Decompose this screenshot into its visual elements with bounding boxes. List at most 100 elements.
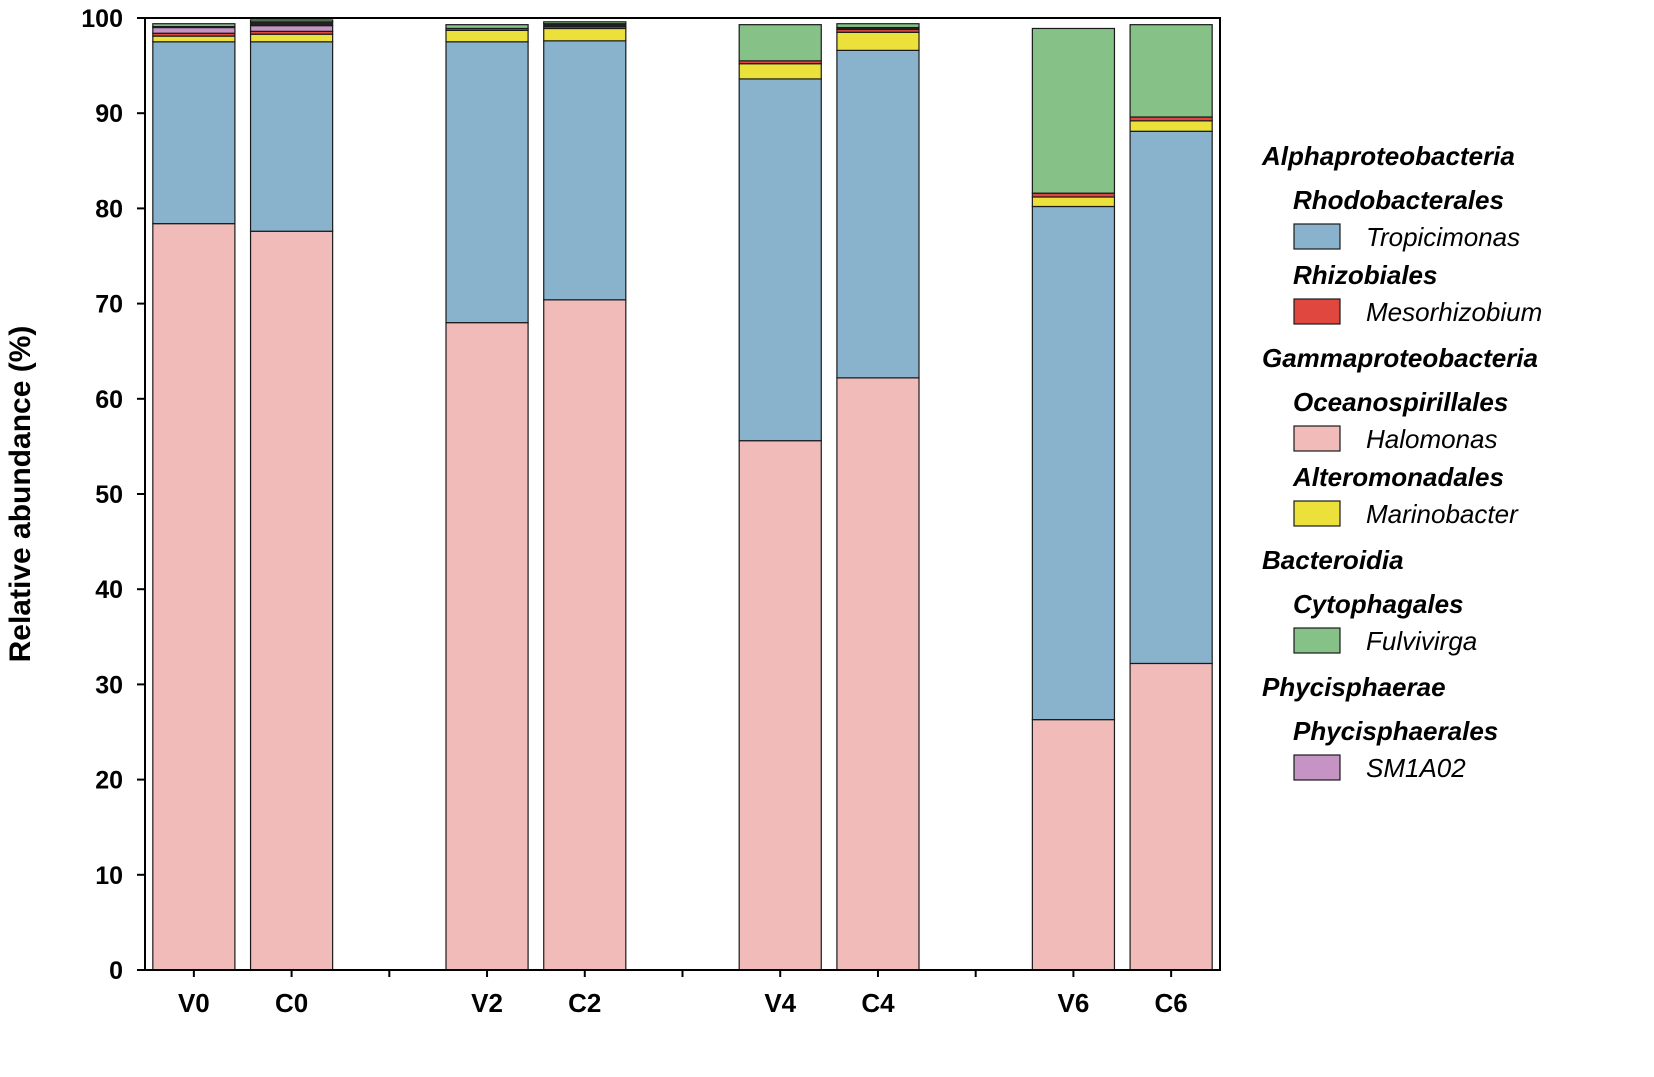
bar-segment-V2-tropicimonas — [445, 41, 529, 324]
bar-segment-V0-halomonas — [152, 223, 236, 971]
bar-segment-C0-halomonas — [249, 230, 334, 971]
legend-genus-label: Mesorhizobium — [1366, 297, 1542, 327]
legend-order-label: Cytophagales — [1293, 589, 1464, 619]
category-label-C0: C0 — [275, 988, 308, 1018]
bar-segment-V6-halomonas — [1031, 719, 1116, 971]
y-tick-label-90: 90 — [95, 100, 123, 128]
legend-order-cytophagales: Cytophagales — [1293, 589, 1464, 619]
category-label-V0: V0 — [178, 988, 210, 1018]
bar-segment-C6-fulvivirga — [1129, 24, 1213, 118]
bar-segment-V2-marinobacter — [445, 29, 529, 43]
category-label-V2: V2 — [471, 988, 503, 1018]
legend-genus-label: Tropicimonas — [1366, 222, 1520, 252]
legend-swatch-marinobacter — [1293, 500, 1341, 527]
legend-genus-label: Fulvivirga — [1366, 626, 1477, 656]
bar-segment-C0-marinobacter — [249, 33, 334, 43]
bar-segment-C2-halomonas — [543, 299, 627, 971]
y-axis-title: Relative abundance (%) — [4, 326, 37, 663]
y-tick-label-100: 100 — [81, 5, 123, 33]
bar-segment-V0-tropicimonas — [152, 41, 236, 225]
bar-segment-C0-fulvivirga — [249, 19, 334, 23]
bar-segment-V4-tropicimonas — [738, 78, 822, 442]
bar-C6 — [1129, 24, 1213, 971]
bar-segment-C4-tropicimonas — [836, 49, 920, 379]
legend-order-label: Alteromonadales — [1292, 462, 1504, 492]
bar-V4 — [738, 24, 822, 971]
category-label-C2: C2 — [568, 988, 601, 1018]
legend-class-label: Alphaproteobacteria — [1261, 141, 1515, 171]
legend-swatch-fulvivirga — [1293, 627, 1341, 654]
bar-segment-V6-marinobacter — [1031, 196, 1116, 208]
y-tick-label-60: 60 — [95, 386, 123, 414]
bar-segment-V0-sm1a02 — [152, 26, 236, 34]
category-label-C4: C4 — [861, 988, 895, 1018]
bar-segment-C2-fulvivirga — [543, 21, 627, 25]
category-label-V6: V6 — [1058, 988, 1090, 1018]
legend-order-label: Rhodobacterales — [1293, 185, 1504, 215]
legend-order-rhodobacterales: Rhodobacterales — [1293, 185, 1504, 215]
legend-class-phycisphaerae: Phycisphaerae — [1262, 672, 1446, 702]
bar-segment-C4-fulvivirga — [836, 23, 920, 29]
legend-class-alphaproteobacteria: Alphaproteobacteria — [1261, 141, 1515, 171]
legend-order-phycisphaerales: Phycisphaerales — [1293, 716, 1498, 746]
y-tick-label-20: 20 — [95, 767, 123, 795]
legend-order-label: Rhizobiales — [1293, 260, 1437, 290]
bar-segment-C2-tropicimonas — [543, 40, 627, 301]
bar-segment-C6-halomonas — [1129, 662, 1213, 971]
y-tick-label-50: 50 — [95, 481, 123, 509]
legend-genus-halomonas: Halomonas — [1293, 424, 1498, 454]
bar-V0 — [152, 23, 236, 971]
legend-genus-label: Halomonas — [1366, 424, 1498, 454]
legend-class-label: Gammaproteobacteria — [1262, 343, 1538, 373]
bar-segment-V0-marinobacter — [152, 35, 236, 43]
legend-class-bacteroidia: Bacteroidia — [1262, 545, 1404, 575]
category-labels: V0 C0 V2 C2 V4 C4 V6 C6 — [178, 988, 1188, 1018]
legend-genus-fulvivirga: Fulvivirga — [1293, 626, 1477, 656]
category-label-C6: C6 — [1155, 988, 1188, 1018]
bar-C4 — [836, 23, 920, 971]
legend-genus-label: SM1A02 — [1366, 753, 1466, 783]
y-tick-label-80: 80 — [95, 195, 123, 223]
bars-layer — [152, 19, 1213, 971]
y-tick-label-10: 10 — [95, 862, 123, 890]
bar-segment-C6-tropicimonas — [1129, 130, 1213, 665]
legend-genus-mesorhizobium: Mesorhizobium — [1293, 297, 1542, 327]
bar-segment-V4-halomonas — [738, 440, 822, 971]
legend-order-label: Oceanospirillales — [1293, 387, 1508, 417]
legend-swatch-tropicimonas — [1293, 223, 1341, 250]
legend-genus-tropicimonas: Tropicimonas — [1293, 222, 1520, 252]
y-tick-label-0: 0 — [109, 957, 123, 985]
legend-genus-sm1a02: SM1A02 — [1293, 753, 1466, 783]
ticks-layer: 0 10 20 30 40 50 60 70 80 90 100 — [81, 5, 1173, 985]
legend-swatch-sm1a02 — [1293, 754, 1341, 781]
y-tick-label-30: 30 — [95, 671, 123, 699]
bar-segment-C2-marinobacter — [543, 27, 627, 42]
bar-segment-C0-tropicimonas — [249, 41, 334, 232]
legend-genus-marinobacter: Marinobacter — [1293, 499, 1519, 529]
legend-swatch-mesorhizobium — [1293, 298, 1341, 325]
bar-segment-C4-marinobacter — [836, 31, 920, 51]
legend-swatch-halomonas — [1293, 425, 1341, 452]
bar-V2 — [445, 24, 529, 971]
bar-segment-V0-fulvivirga — [152, 23, 236, 28]
legend-genus-label: Marinobacter — [1366, 499, 1519, 529]
legend-class-label: Bacteroidia — [1262, 545, 1404, 575]
bar-segment-C0-sm1a02 — [249, 25, 334, 32]
legend-class-gammaproteobacteria: Gammaproteobacteria — [1262, 343, 1538, 373]
bar-segment-C4-halomonas — [836, 377, 920, 971]
bar-C0 — [249, 19, 334, 971]
legend-order-rhizobiales: Rhizobiales — [1293, 260, 1437, 290]
y-tick-label-40: 40 — [95, 576, 123, 604]
legend-order-label: Phycisphaerales — [1293, 716, 1498, 746]
bar-segment-V2-halomonas — [445, 322, 529, 971]
y-tick-label-70: 70 — [95, 291, 123, 319]
bar-segment-V6-fulvivirga — [1031, 27, 1116, 194]
bar-segment-V6-tropicimonas — [1031, 205, 1116, 721]
bar-segment-V4-marinobacter — [738, 63, 822, 80]
legend-class-label: Phycisphaerae — [1262, 672, 1446, 702]
legend-order-oceanospirillales: Oceanospirillales — [1293, 387, 1508, 417]
bar-C2 — [543, 21, 627, 971]
bar-segment-V2-fulvivirga — [445, 24, 529, 30]
